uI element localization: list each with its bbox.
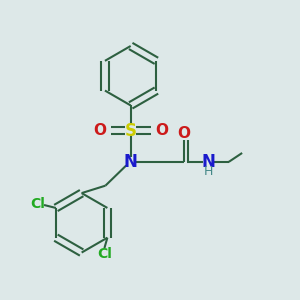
Text: O: O — [178, 126, 191, 141]
Text: Cl: Cl — [97, 247, 112, 261]
Text: N: N — [124, 153, 138, 171]
Text: Cl: Cl — [31, 197, 46, 212]
Text: H: H — [203, 165, 213, 178]
Text: N: N — [201, 153, 215, 171]
Text: S: S — [125, 122, 137, 140]
Text: O: O — [94, 123, 106, 138]
Text: O: O — [155, 123, 168, 138]
